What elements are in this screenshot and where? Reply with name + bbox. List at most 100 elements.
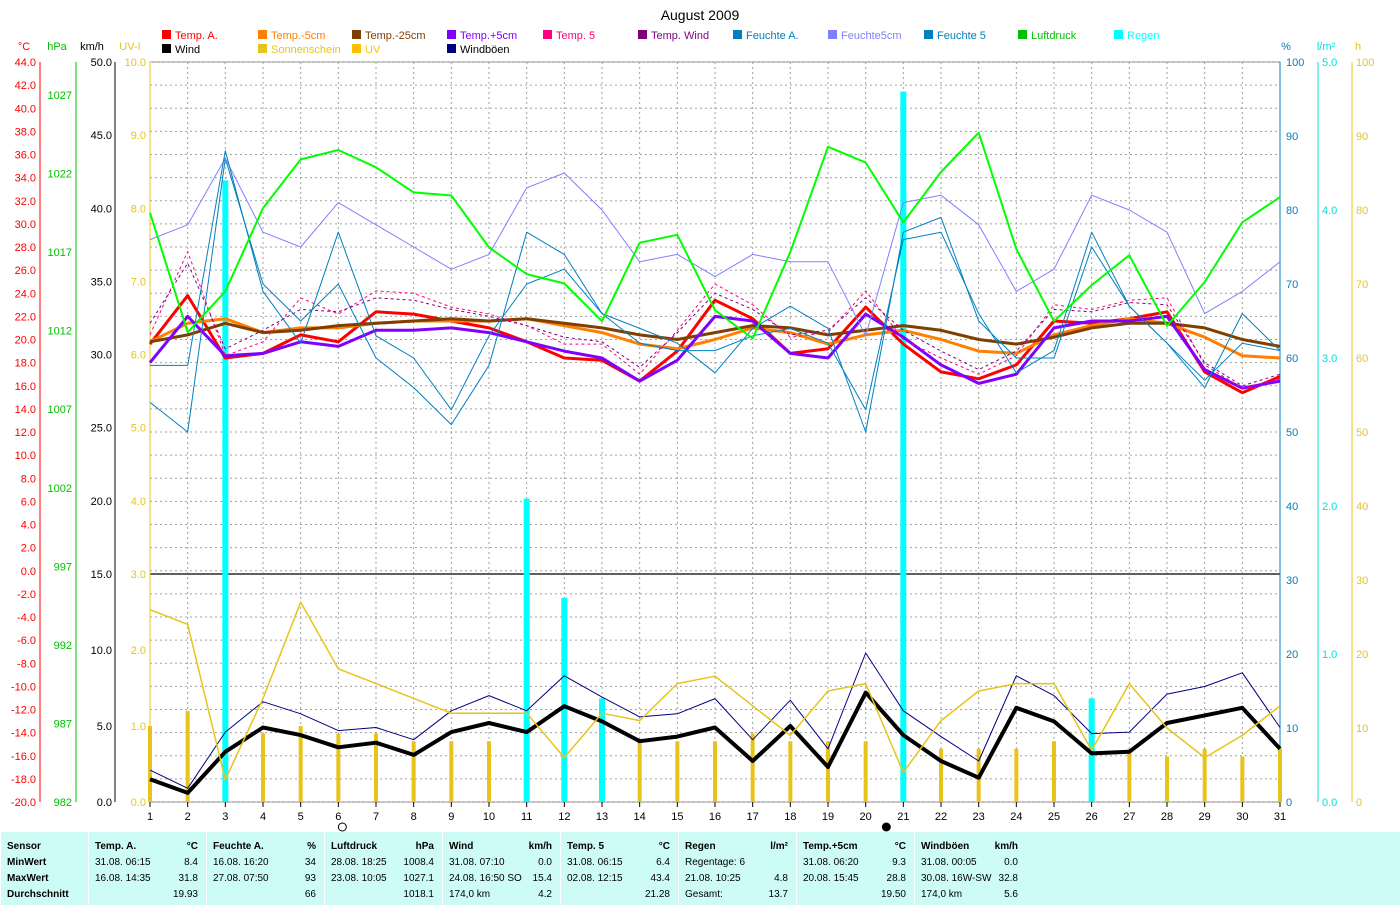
stats-datetime: 24.08. 16:50 SO — [449, 873, 522, 884]
axis-header-rain: l/m² — [1317, 41, 1336, 53]
sun-tick-label: 0 — [1356, 797, 1362, 809]
legend-label: Feuchte 5 — [937, 30, 986, 42]
wind-tick-label: 40.0 — [91, 203, 112, 215]
x-tick-label: 10 — [483, 811, 495, 823]
axis-header-wind: km/h — [80, 41, 104, 53]
uv-tick-label: 7.0 — [131, 276, 146, 288]
stats-datetime: 30.08. 16W-SW — [921, 873, 992, 884]
x-tick-label: 23 — [973, 811, 985, 823]
axis-header-pressure: hPa — [47, 41, 67, 53]
x-tick-label: 20 — [860, 811, 872, 823]
bar-regen — [599, 698, 605, 802]
statistics-table: Sensor MinWert MaxWert Durchschnitt Temp. A.… — [0, 832, 1400, 905]
temp-tick-label: 38.0 — [15, 126, 36, 138]
temp-tick-label: 30.0 — [15, 219, 36, 231]
humidity-tick-label: 0 — [1286, 797, 1292, 809]
stats-unit: °C — [186, 841, 198, 852]
temp-tick-label: 10.0 — [15, 450, 36, 462]
pressure-tick-label: 982 — [54, 797, 72, 809]
bar-uv — [863, 741, 868, 802]
legend-swatch — [543, 30, 552, 39]
temp-tick-label: 0.0 — [21, 566, 36, 578]
bar-uv — [750, 733, 755, 802]
uv-tick-label: 3.0 — [131, 569, 146, 581]
x-tick-label: 8 — [411, 811, 417, 823]
legend-swatch — [352, 44, 361, 53]
stats-value: 1008.4 — [403, 857, 434, 868]
legend-swatch — [447, 30, 456, 39]
stats-header: Temp. A. — [95, 841, 137, 852]
stats-column-windboeen: Windböen km/h 31.08. 00:05 0.0 30.08. 16W-SW… — [914, 832, 1026, 905]
bar-uv — [261, 733, 265, 802]
pressure-tick-label: 1007 — [48, 404, 72, 416]
stats-column-tempplus5: Temp.+5cm °C 31.08. 06:20 9.3 20.08. 15:45 28… — [796, 832, 914, 905]
sun-tick-label: 20 — [1356, 649, 1368, 661]
axis-header-temp: °C — [18, 41, 30, 53]
temp-tick-label: 12.0 — [15, 427, 36, 439]
x-tick-label: 29 — [1199, 811, 1211, 823]
x-tick-label: 12 — [558, 811, 570, 823]
legend-label: Sonnenschein — [271, 44, 341, 56]
x-tick-label: 6 — [335, 811, 341, 823]
bar-uv — [1165, 756, 1169, 802]
legend-swatch — [733, 30, 742, 39]
wind-tick-label: 35.0 — [91, 276, 112, 288]
temp-tick-label: -2.0 — [17, 589, 36, 601]
legend-swatch — [447, 44, 456, 53]
sun-tick-label: 90 — [1356, 131, 1368, 143]
stats-datetime: 27.08. 07:50 — [213, 873, 269, 884]
x-tick-label: 4 — [260, 811, 266, 823]
pressure-tick-label: 992 — [54, 640, 72, 652]
series-line-temp-25cm — [149, 317, 1281, 348]
temp-tick-label: 34.0 — [15, 173, 36, 185]
sun-tick-label: 50 — [1356, 427, 1368, 439]
stats-datetime: 28.08. 18:25 — [331, 857, 387, 868]
legend-swatch — [1018, 30, 1027, 39]
x-tick-label: 31 — [1274, 811, 1286, 823]
stats-value: 31.8 — [178, 873, 198, 884]
bar-uv — [675, 741, 680, 802]
stats-value: 1018.1 — [403, 889, 434, 900]
pressure-tick-label: 987 — [54, 718, 72, 730]
temp-tick-label: 18.0 — [15, 358, 36, 370]
temp-tick-label: 44.0 — [15, 57, 36, 69]
legend-label: UV — [365, 44, 381, 56]
bar-uv — [637, 741, 642, 802]
stats-datetime: 16.08. 14:35 — [95, 873, 151, 884]
temp-tick-label: 22.0 — [15, 311, 36, 323]
humidity-tick-label: 90 — [1286, 131, 1298, 143]
x-tick-label: 2 — [185, 811, 191, 823]
series-line-luftdruck — [149, 131, 1281, 340]
sun-tick-label: 80 — [1356, 205, 1368, 217]
wind-tick-label: 0.0 — [97, 797, 112, 809]
stats-datetime: 16.08. 16:20 — [213, 857, 269, 868]
wind-tick-label: 10.0 — [91, 645, 112, 657]
x-tick-label: 17 — [747, 811, 759, 823]
temp-tick-label: -6.0 — [17, 635, 36, 647]
legend-swatch — [638, 30, 647, 39]
stats-header: Regen — [685, 841, 716, 852]
legend-label: Temp. A. — [175, 30, 218, 42]
uv-tick-label: 4.0 — [131, 496, 146, 508]
temp-tick-label: -4.0 — [17, 612, 36, 624]
stats-unit: °C — [894, 841, 906, 852]
stats-row-label: MinWert — [7, 857, 47, 868]
uv-tick-label: 0.0 — [131, 797, 146, 809]
legend-label: Temp. Wind — [651, 30, 709, 42]
bar-uv — [185, 710, 190, 802]
stats-header: Luftdruck — [331, 841, 378, 852]
humidity-tick-label: 70 — [1286, 279, 1298, 291]
legend-label: Luftdruck — [1031, 30, 1077, 42]
legend-swatch — [162, 44, 171, 53]
sun-tick-label: 10 — [1356, 723, 1368, 735]
stats-datetime: 174,0 km — [921, 889, 963, 900]
stats-value: 6.4 — [656, 857, 670, 868]
wind-tick-label: 5.0 — [97, 721, 112, 733]
stats-value: 21.28 — [644, 889, 670, 900]
legend-swatch — [162, 30, 171, 39]
stats-value: 66 — [304, 889, 316, 900]
stats-row-label: Durchschnitt — [7, 889, 69, 900]
stats-header: Feuchte A. — [213, 841, 264, 852]
series-line-temp-5cm — [148, 312, 1281, 390]
sun-tick-label: 70 — [1356, 279, 1368, 291]
